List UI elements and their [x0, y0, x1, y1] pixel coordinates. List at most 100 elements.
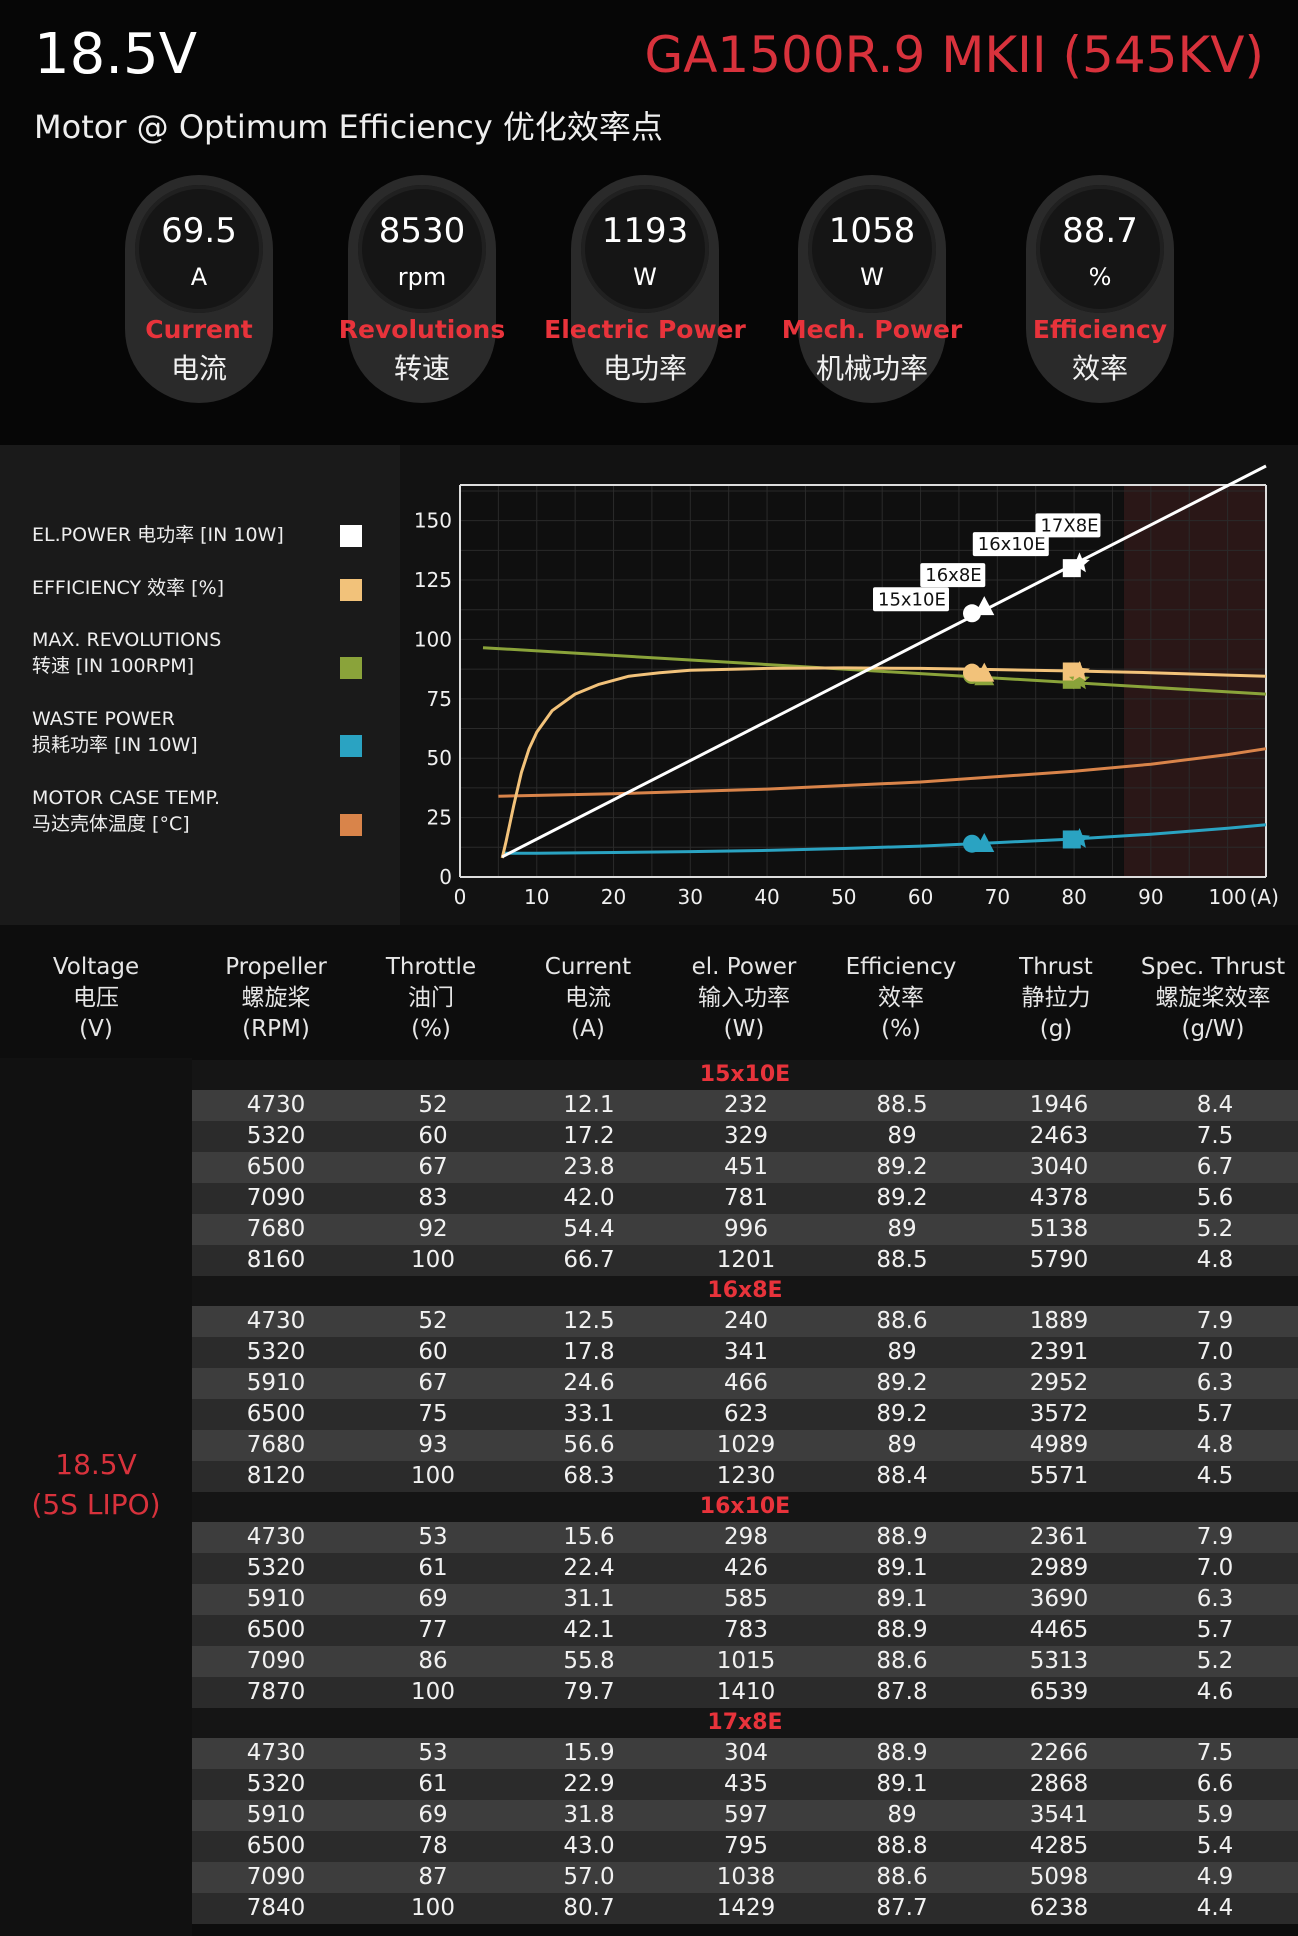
column-header-cn: 效率: [878, 985, 924, 1011]
x-tick-label: 0: [454, 885, 467, 909]
table-row: 8160 100 66.7 1201 88.5 5790 4.8: [192, 1245, 1298, 1276]
table-cell: 89: [887, 1339, 917, 1365]
table-cell: 7870: [246, 1679, 306, 1705]
table-cell: 5313: [1029, 1648, 1089, 1674]
table-cell: 7680: [246, 1216, 306, 1242]
column-header-cn: 螺旋桨效率: [1155, 985, 1271, 1011]
propeller-group-header: 15x10E: [192, 1060, 1298, 1090]
table-cell: 1029: [716, 1432, 776, 1458]
table-cell: 2266: [1029, 1740, 1089, 1766]
table-cell: 7680: [246, 1432, 306, 1458]
prop-label: 16x10E: [978, 534, 1046, 555]
metric-mech-power: 1058 W Mech. Power 机械功率: [782, 175, 962, 403]
table-cell: 7840: [246, 1895, 306, 1921]
table-row: 5320 61 22.4 426 89.1 2989 7.0: [192, 1553, 1298, 1584]
marker-star: [1069, 669, 1090, 690]
column-header-en: Efficiency: [845, 954, 957, 980]
table-cell: 69: [418, 1802, 448, 1828]
table-cell: 33.1: [563, 1401, 615, 1427]
table-cell: 5.7: [1196, 1401, 1234, 1427]
table-cell: 341: [724, 1339, 768, 1365]
table-cell: 783: [724, 1617, 768, 1643]
x-tick-label: 90: [1138, 885, 1163, 909]
table-cell: 3572: [1029, 1401, 1089, 1427]
column-header: Thrust 静拉力 (g): [978, 952, 1134, 1045]
y-tick-label: 75: [427, 687, 452, 711]
table-cell: 7090: [246, 1864, 306, 1890]
table-cell: 88.8: [876, 1833, 928, 1859]
table-cell: 7.0: [1196, 1339, 1234, 1365]
table-cell: 24.6: [563, 1370, 615, 1396]
column-header-en: Throttle: [385, 954, 477, 980]
column-header-en: Current: [544, 954, 632, 980]
table-cell: 89: [887, 1432, 917, 1458]
metric-label-en: Electric Power: [544, 315, 746, 344]
legend-swatch-revolutions: [340, 657, 362, 679]
table-cell: 7.5: [1196, 1740, 1234, 1766]
metric-label-en: Current: [145, 315, 253, 344]
table-cell: 4378: [1029, 1185, 1089, 1211]
y-tick-label: 125: [414, 568, 452, 592]
column-header-cn: 电压: [73, 985, 119, 1011]
table-cell: 88.4: [876, 1463, 928, 1489]
marker-triangle: [974, 662, 995, 682]
table-cell: 17.8: [563, 1339, 615, 1365]
series-line: [501, 464, 1267, 859]
table-row: 7090 83 42.0 781 89.2 4378 5.6: [192, 1183, 1298, 1214]
legend-entry-el-power: EL.POWER 电功率 [IN 10W]: [32, 522, 284, 548]
column-header-en: el. Power: [691, 954, 797, 980]
table-row: 5320 61 22.9 435 89.1 2868 6.6: [192, 1769, 1298, 1800]
chart-panel: 0 25 50 75 100 125 150 0 10 20 30 40 50 60 70 80 90 100 (A…: [400, 445, 1298, 925]
marker-circle: [963, 663, 982, 682]
column-header: Voltage 电压 (V): [18, 952, 174, 1045]
table-cell: 6238: [1029, 1895, 1089, 1921]
table-cell: 77: [418, 1617, 448, 1643]
voltage-cell-line2: (5S LIPO): [31, 1488, 161, 1521]
legend-entry-revolutions: MAX. REVOLUTIONS 转速 [IN 100RPM]: [32, 627, 221, 679]
column-header-cn: 电流: [565, 985, 611, 1011]
table-cell: 61: [418, 1555, 448, 1581]
metric-label-cn: 机械功率: [815, 352, 928, 385]
metric-value: 88.7: [1062, 211, 1138, 251]
table-cell: 22.4: [563, 1555, 615, 1581]
table-cell: 88.9: [876, 1740, 928, 1766]
table-cell: 5.4: [1196, 1833, 1234, 1859]
table-cell: 1889: [1029, 1308, 1089, 1334]
table-cell: 2361: [1029, 1524, 1089, 1550]
table-cell: 4.5: [1196, 1463, 1234, 1489]
column-header-en: Spec. Thrust: [1140, 954, 1286, 980]
table-cell: 43.0: [563, 1833, 615, 1859]
metric-unit: rpm: [397, 263, 447, 291]
table-cell: 88.9: [876, 1524, 928, 1550]
table-cell: 89: [887, 1123, 917, 1149]
table-row: 4730 53 15.9 304 88.9 2266 7.5: [192, 1738, 1298, 1769]
prop-label: 15x10E: [878, 589, 946, 610]
table-cell: 7090: [246, 1185, 306, 1211]
table-cell: 87.8: [876, 1679, 928, 1705]
y-tick-label: 50: [427, 746, 452, 770]
table-cell: 466: [724, 1370, 768, 1396]
table-cell: 15.6: [563, 1524, 615, 1550]
column-header-unit: (%): [411, 1016, 451, 1042]
table-cell: 86: [418, 1648, 448, 1674]
table-cell: 1410: [716, 1679, 776, 1705]
metric-label-cn: 效率: [1071, 352, 1128, 385]
table-cell: 12.5: [563, 1308, 615, 1334]
table-cell: 5320: [246, 1123, 306, 1149]
table-cell: 60: [418, 1339, 448, 1365]
table-cell: 6500: [246, 1401, 306, 1427]
metric-label-cn: 电功率: [602, 352, 687, 385]
metric-unit: A: [190, 263, 208, 291]
table-cell: 4730: [246, 1524, 306, 1550]
table-cell: 56.6: [563, 1432, 615, 1458]
table-cell: 88.5: [876, 1247, 928, 1273]
motor-model-title: GA1500R.9 MKII (545KV): [644, 26, 1264, 84]
table-cell: 1429: [716, 1895, 776, 1921]
table-cell: 89: [887, 1802, 917, 1828]
propeller-group-header: 16x8E: [192, 1276, 1298, 1306]
table-cell: 67: [418, 1370, 448, 1396]
table-cell: 6.3: [1196, 1586, 1234, 1612]
table-cell: 83: [418, 1185, 448, 1211]
table-row: 7870 100 79.7 1410 87.8 6539 4.6: [192, 1677, 1298, 1708]
column-header-cn: 螺旋桨: [241, 985, 311, 1011]
